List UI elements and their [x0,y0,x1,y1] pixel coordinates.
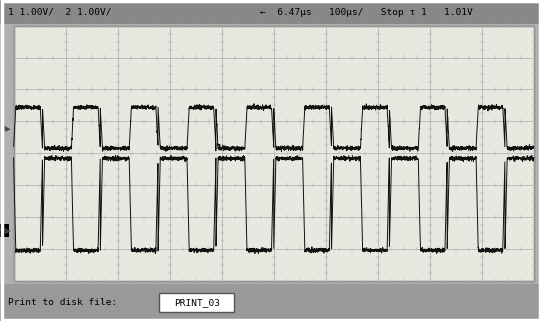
FancyBboxPatch shape [159,293,234,312]
Bar [14,26,534,281]
Bar [0,0,542,24]
Text: ←  6.47μs   100μs/   Stop τ 1   1.01V: ← 6.47μs 100μs/ Stop τ 1 1.01V [260,7,473,17]
Text: T▶: T▶ [1,125,11,131]
Text: 2 -: 2 - [0,227,3,232]
Bar [0,284,542,321]
FancyBboxPatch shape [0,224,9,237]
Text: PRINT_03: PRINT_03 [174,298,220,307]
Text: 2▶: 2▶ [1,227,11,233]
Text: 1 1.00V/  2 1.00V/: 1 1.00V/ 2 1.00V/ [8,7,112,17]
Text: Print to disk file:: Print to disk file: [8,298,118,307]
